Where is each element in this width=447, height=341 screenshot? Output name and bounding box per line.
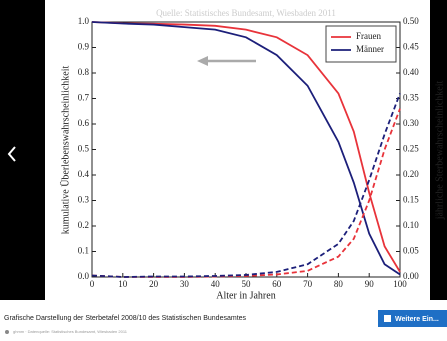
y2-tick-label: 0.05 [403,246,419,256]
y-tick-label: 0.3 [78,195,90,205]
y-tick-label: 0.7 [78,93,90,103]
y2-tick-label: 0.35 [403,93,419,103]
legend-label: Frauen [356,31,381,41]
series-line [91,108,401,278]
y2-tick-label: 0.20 [403,169,419,179]
y-tick-label: 0.0 [78,271,90,281]
y-tick-label: 0.8 [78,67,90,77]
x-tick-label: 20 [149,279,159,289]
y-tick-label: 0.2 [78,220,89,230]
y-tick-label: 0.6 [78,118,90,128]
caption: Grafische Darstellung der Sterbetafel 20… [4,315,247,322]
x-tick-label: 40 [211,279,221,289]
x-axis-label: Alter in Jahren [216,290,275,301]
y-tick-label: 0.1 [78,246,89,256]
x-tick-label: 80 [334,279,344,289]
more-button[interactable] [378,310,447,327]
y2-tick-label: 0.10 [403,220,419,230]
x-tick-label: 70 [303,279,313,289]
x-tick-label: 50 [242,279,252,289]
y2-tick-label: 0.15 [403,195,419,205]
y2-tick-label: 0.30 [403,118,419,128]
y2-tick-label: 0.45 [403,42,419,52]
footer-text: ghmm · Datenquelle: Statistisches Bundes… [13,329,128,334]
x-tick-label: 60 [272,279,282,289]
author-icon [5,330,9,334]
x-tick-label: 90 [365,279,375,289]
direction-arrow [197,56,256,66]
x-tick-label: 0 [90,279,95,289]
x-tick-label: 10 [118,279,128,289]
y-tick-label: 1.0 [78,16,90,26]
y-tick-label: 0.5 [78,144,90,154]
button-label[interactable]: Weitere Ein... [395,316,439,323]
legend-label: Männer [356,44,384,54]
x-tick-label: 100 [393,279,407,289]
prev-button[interactable] [7,146,16,162]
series-line [91,21,401,276]
button-icon [384,315,391,322]
y2-tick-label: 0.40 [403,67,419,77]
y2-tick-label: 0.25 [403,144,419,154]
x-tick-label: 30 [180,279,190,289]
y2-tick-label: 0.00 [403,271,419,281]
y-tick-label: 0.9 [78,42,90,52]
chart-title: Quelle: Statistisches Bundesamt, Wiesbad… [156,8,336,18]
y-axis-label: kumulative Überlebenswahrscheinlichkeit [59,66,71,235]
legend-box [325,25,397,63]
series-line [91,93,401,278]
y-tick-label: 0.4 [78,169,90,179]
y2-axis-label: jährliche Sterbewahrscheinlichkeit [434,81,445,221]
y2-tick-label: 0.50 [403,16,419,26]
